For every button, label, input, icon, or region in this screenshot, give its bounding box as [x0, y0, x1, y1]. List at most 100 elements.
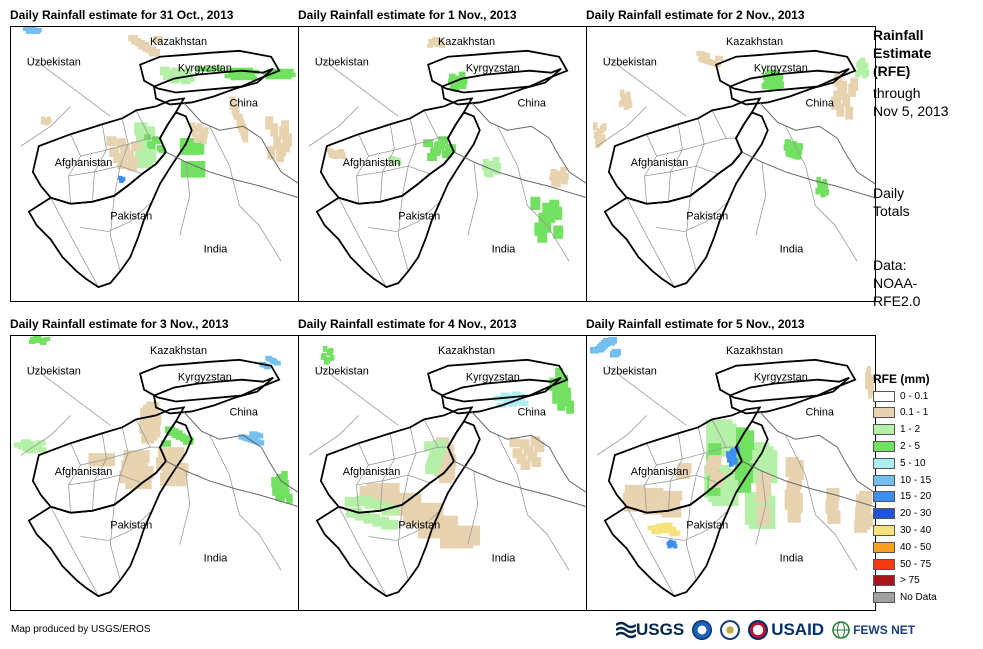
legend-swatch: [873, 457, 895, 469]
kyrgyzstan-border: [441, 376, 562, 415]
rainfall-cell: [382, 504, 399, 515]
rainfall-cell: [162, 71, 173, 81]
legend-swatch: [873, 541, 895, 553]
rainfall-cell: [698, 56, 707, 63]
rainfall-cell: [29, 27, 36, 32]
country-label-china: China: [229, 406, 258, 418]
country-label-china: China: [805, 97, 834, 109]
rainfall-cell: [265, 355, 272, 361]
china-border: [467, 407, 587, 494]
rainfall-cell: [850, 77, 859, 91]
legend-swatch: [873, 390, 895, 402]
rainfall-cell: [202, 127, 209, 134]
rainfall-cell: [870, 374, 875, 385]
country-label-uzbekistan: Uzbekistan: [315, 366, 369, 378]
rainfall-cell: [555, 175, 562, 183]
rainfall-cell: [448, 73, 456, 81]
rainfall-cell: [238, 434, 247, 440]
rainfall-cell: [859, 490, 873, 505]
province-boundary: [308, 415, 359, 456]
rainfall-cell: [117, 159, 128, 169]
legend-label: > 75: [900, 575, 920, 587]
rainfall-cell: [842, 93, 851, 107]
rainfall-cell: [794, 153, 802, 160]
rainfall-cell: [619, 89, 625, 97]
rainfall-cell: [790, 141, 798, 148]
usgs-logo: USGS: [616, 620, 684, 640]
rainfall-cell: [263, 363, 270, 369]
rainfall-cell: [345, 507, 363, 518]
rainfall-cell: [143, 149, 157, 163]
rainfall-cell: [32, 336, 40, 340]
rainfall-cell: [278, 143, 287, 157]
province-boundary: [30, 56, 111, 117]
rainfall-cell: [160, 440, 171, 447]
rainfall-cell: [789, 146, 797, 153]
pakistan-border: [603, 111, 769, 289]
rainfall-cell: [600, 134, 606, 143]
province-boundary: [644, 474, 719, 486]
rainfall-cell: [729, 460, 734, 467]
province-boundary: [401, 427, 417, 505]
country-label-kyrgyzstan: Kyrgyzstan: [178, 372, 232, 384]
rainfall-cell: [554, 384, 563, 398]
rainfall-cell: [281, 471, 288, 481]
country-label-uzbekistan: Uzbekistan: [315, 57, 369, 69]
province-boundary: [135, 110, 160, 139]
legend-label: 0.1 - 1: [900, 407, 929, 419]
rainfall-cell: [740, 430, 755, 451]
legend-swatch: [873, 508, 895, 520]
rainfall-cell: [860, 513, 874, 527]
province-boundary: [318, 365, 399, 426]
rainfall-cell: [39, 340, 47, 345]
rainfall-cell: [109, 147, 120, 158]
rainfall-cell: [667, 542, 672, 547]
rainfall-cell: [33, 29, 40, 34]
rainfall-cell: [275, 490, 282, 501]
rainfall-cell: [654, 524, 665, 530]
legend-swatch: [873, 474, 895, 486]
rainfall-cell: [757, 473, 772, 493]
rainfall-cell: [152, 136, 159, 143]
rainfall-cell: [124, 150, 135, 161]
country-label-pakistan: Pakistan: [110, 520, 152, 532]
rainfall-cell: [481, 164, 489, 171]
legend-item: 1 - 2: [873, 422, 920, 438]
rainfall-cell: [188, 161, 198, 178]
rainfall-cell: [727, 456, 732, 463]
rainfall-cell: [622, 98, 628, 106]
rainfall-cell: [182, 161, 192, 178]
rainfall-cell: [153, 35, 163, 43]
province-boundary: [527, 205, 570, 262]
province-boundary: [113, 427, 129, 505]
rainfall-cell: [326, 148, 334, 153]
rainfall-cell: [159, 66, 170, 76]
province-boundary: [135, 419, 160, 448]
country-label-afghanistan: Afghanistan: [631, 157, 689, 169]
rainfall-cell: [331, 155, 339, 160]
rainfall-cell: [274, 360, 281, 366]
rainfall-cell: [730, 449, 735, 456]
legend-item: 10 - 15: [873, 472, 931, 488]
rainfall-cell: [25, 29, 32, 34]
country-label-kazakhstan: Kazakhstan: [438, 36, 495, 48]
rainfall-cell: [732, 458, 738, 465]
province-boundary: [527, 514, 570, 571]
rainfall-cell: [373, 501, 391, 512]
rainfall-cell: [561, 177, 568, 185]
province-boundary: [92, 124, 107, 202]
rainfall-cell: [726, 451, 731, 458]
rainfall-cell: [263, 70, 290, 76]
rainfall-cell: [149, 49, 159, 57]
rainfall-cell: [839, 80, 848, 94]
rainfall-cell: [708, 455, 722, 466]
rainfall-cell: [271, 476, 278, 487]
rainfall-cell: [823, 183, 828, 191]
rainfall-cell: [827, 510, 841, 524]
rainfall-cell: [822, 178, 827, 186]
rainfall-cell: [531, 457, 542, 468]
province-boundary: [80, 510, 153, 541]
rainfall-cell: [328, 347, 334, 354]
rainfall-cell: [672, 541, 677, 546]
rainfall-cell: [795, 148, 803, 155]
